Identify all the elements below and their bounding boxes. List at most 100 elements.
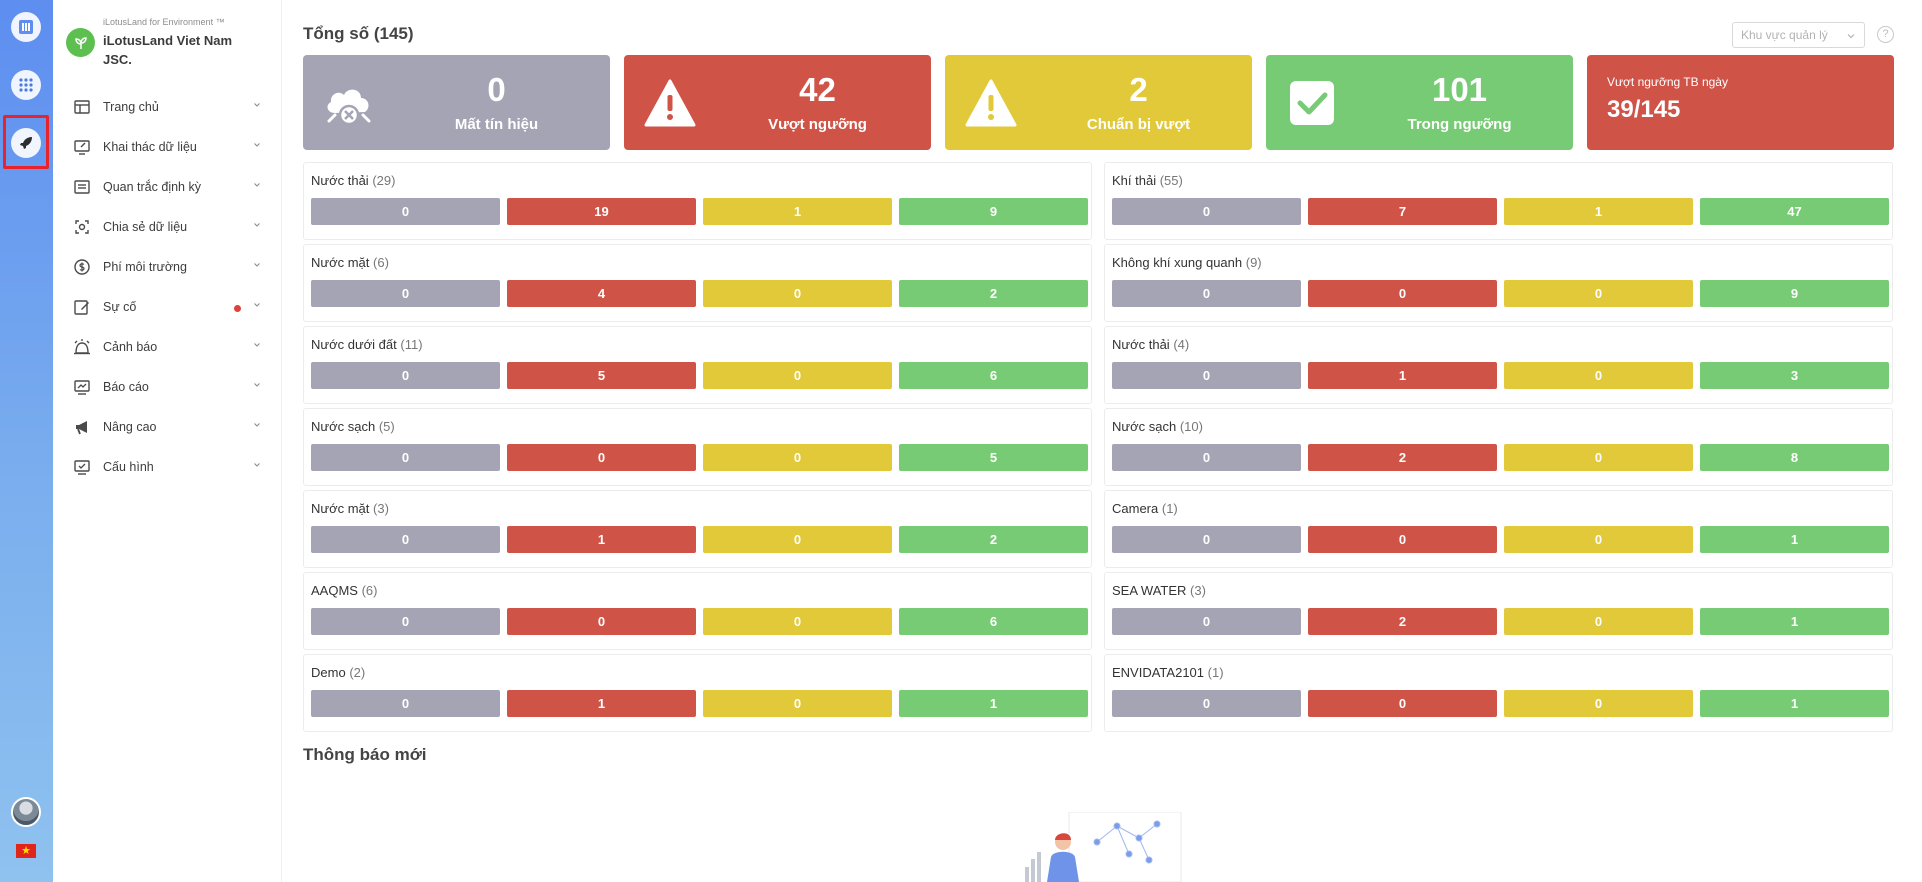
lost-signal-bar[interactable]: 0	[311, 362, 500, 389]
preparing-bar[interactable]: 1	[703, 198, 892, 225]
lost-signal-bar[interactable]: 0	[1112, 526, 1301, 553]
within-bar[interactable]: 8	[1700, 444, 1889, 471]
within-bar[interactable]: 5	[899, 444, 1088, 471]
within-bar[interactable]: 9	[899, 198, 1088, 225]
help-icon[interactable]: ?	[1877, 26, 1894, 43]
sidebar-item-8[interactable]: Báo cáo	[53, 368, 282, 408]
sidebar-item-7[interactable]: Cảnh báo	[53, 328, 282, 368]
station-group-title[interactable]: Nước dưới đất (11)	[311, 337, 423, 352]
within-bar[interactable]: 3	[1700, 362, 1889, 389]
preparing-bar[interactable]: 0	[1504, 608, 1693, 635]
within-bar[interactable]: 9	[1700, 280, 1889, 307]
station-group-title[interactable]: Nước sạch (10)	[1112, 419, 1203, 434]
lost-signal-bar[interactable]: 0	[311, 690, 500, 717]
exceeded-bar[interactable]: 0	[1308, 690, 1497, 717]
station-group-title[interactable]: Nước thải (29)	[311, 173, 395, 188]
lost-signal-bar[interactable]: 0	[1112, 198, 1301, 225]
exceeded-bar[interactable]: 19	[507, 198, 696, 225]
sidebar-item-1[interactable]: Trang chủ	[53, 88, 282, 128]
exceeded-bar[interactable]: 4	[507, 280, 696, 307]
within-bar[interactable]: 1	[1700, 690, 1889, 717]
within-bar[interactable]: 1	[899, 690, 1088, 717]
brand[interactable]: iLotusLand for Environment ™ iLotusLand …	[66, 14, 276, 70]
station-group-title[interactable]: Nước thải (4)	[1112, 337, 1189, 352]
lost-signal-bar[interactable]: 0	[1112, 690, 1301, 717]
sidebar-item-4[interactable]: Chia sẻ dữ liệu	[53, 208, 282, 248]
station-group-name: Demo	[311, 665, 346, 680]
vietnam-flag-icon[interactable]: ★	[16, 844, 36, 858]
station-group-title[interactable]: Nước mặt (6)	[311, 255, 389, 270]
station-group-count: (11)	[400, 337, 423, 352]
exceeded-bar[interactable]: 2	[1308, 444, 1497, 471]
within-bar[interactable]: 6	[899, 608, 1088, 635]
sidebar-item-2[interactable]: Khai thác dữ liệu	[53, 128, 282, 168]
sidebar-item-9[interactable]: Nâng cao	[53, 408, 282, 448]
station-group-title[interactable]: Nước mặt (3)	[311, 501, 389, 516]
lost-signal-bar[interactable]: 0	[311, 608, 500, 635]
rocket-icon[interactable]	[11, 128, 41, 158]
station-group-card: SEA WATER (3) 0 2 0 1	[1104, 572, 1893, 650]
exceeded-bar[interactable]: 0	[1308, 526, 1497, 553]
preparing-bar[interactable]: 1	[1504, 198, 1693, 225]
within-bar[interactable]: 1	[1700, 608, 1889, 635]
exceeded-bar[interactable]: 0	[507, 444, 696, 471]
preparing-bar[interactable]: 0	[1504, 362, 1693, 389]
preparing-bar[interactable]: 0	[703, 690, 892, 717]
station-group-title[interactable]: Camera (1)	[1112, 501, 1178, 516]
sidebar-item-10[interactable]: Cấu hình	[53, 448, 282, 488]
apps-grid-icon[interactable]	[11, 70, 41, 100]
within-bar[interactable]: 2	[899, 526, 1088, 553]
preparing-bar[interactable]: 0	[1504, 690, 1693, 717]
preparing-bar[interactable]: 0	[703, 526, 892, 553]
sidebar-item-label: Khai thác dữ liệu	[103, 140, 197, 154]
exceeded-bar[interactable]: 0	[1308, 280, 1497, 307]
exceeded-bar[interactable]: 0	[507, 608, 696, 635]
exceeded-bar[interactable]: 1	[1308, 362, 1497, 389]
logo-icon[interactable]	[11, 12, 41, 42]
preparing-bar[interactable]: 0	[1504, 280, 1693, 307]
station-group-title[interactable]: AAQMS (6)	[311, 583, 377, 598]
within-bar[interactable]: 1	[1700, 526, 1889, 553]
station-group-title[interactable]: Khí thải (55)	[1112, 173, 1183, 188]
exceeded-bar[interactable]: 1	[507, 690, 696, 717]
station-group-title[interactable]: Nước sạch (5)	[311, 419, 395, 434]
preparing-label: Chuẩn bị vượt	[1086, 116, 1191, 133]
preparing-bar[interactable]: 0	[1504, 526, 1693, 553]
summary-within[interactable]: 101 Trong ngưỡng	[1266, 55, 1573, 150]
preparing-bar[interactable]: 0	[703, 608, 892, 635]
lost-signal-bar[interactable]: 0	[311, 444, 500, 471]
preparing-bar[interactable]: 0	[703, 280, 892, 307]
sidebar-item-5[interactable]: Phí môi trường	[53, 248, 282, 288]
exceeded-bar[interactable]: 7	[1308, 198, 1497, 225]
preparing-bar[interactable]: 0	[1504, 444, 1693, 471]
lost-signal-bar[interactable]: 0	[1112, 444, 1301, 471]
summary-exceeded[interactable]: 42 Vượt ngưỡng	[624, 55, 931, 150]
within-bar[interactable]: 2	[899, 280, 1088, 307]
lost-signal-bar[interactable]: 0	[311, 198, 500, 225]
summary-daily-average[interactable]: Vượt ngưỡng TB ngày 39/145	[1587, 55, 1894, 150]
region-select[interactable]: Khu vực quản lý	[1732, 22, 1865, 48]
within-bar[interactable]: 6	[899, 362, 1088, 389]
exceeded-bar[interactable]: 1	[507, 526, 696, 553]
lost-signal-bar[interactable]: 0	[1112, 608, 1301, 635]
sidebar-item-3[interactable]: Quan trắc định kỳ	[53, 168, 282, 208]
preparing-bar[interactable]: 0	[703, 444, 892, 471]
station-group-title[interactable]: ENVIDATA2101 (1)	[1112, 665, 1224, 680]
lost-signal-bar[interactable]: 0	[1112, 280, 1301, 307]
lost-signal-bar[interactable]: 0	[311, 280, 500, 307]
summary-preparing[interactable]: 2 Chuẩn bị vượt	[945, 55, 1252, 150]
lost-signal-bar[interactable]: 0	[1112, 362, 1301, 389]
station-group-title[interactable]: Demo (2)	[311, 665, 365, 680]
preparing-bar[interactable]: 0	[703, 362, 892, 389]
avatar[interactable]	[11, 797, 41, 827]
summary-lost-signal[interactable]: 0 Mất tín hiệu	[303, 55, 610, 150]
within-bar[interactable]: 47	[1700, 198, 1889, 225]
sidebar-item-6[interactable]: Sự cố	[53, 288, 282, 328]
station-group-title[interactable]: Không khí xung quanh (9)	[1112, 255, 1262, 270]
sidebar-item-label: Nâng cao	[103, 420, 157, 434]
exceeded-bar[interactable]: 5	[507, 362, 696, 389]
station-group-title[interactable]: SEA WATER (3)	[1112, 583, 1206, 598]
lost-signal-bar[interactable]: 0	[311, 526, 500, 553]
exceeded-bar[interactable]: 2	[1308, 608, 1497, 635]
